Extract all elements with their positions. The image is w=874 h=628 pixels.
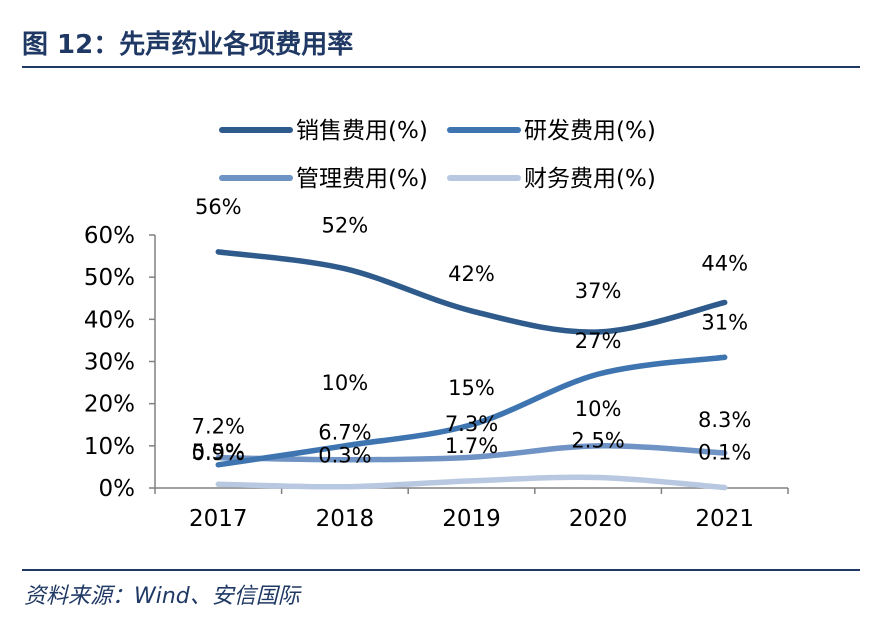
data-label: 0.9% (192, 441, 245, 465)
data-label: 6.7% (318, 421, 371, 445)
source-divider (22, 569, 860, 571)
source-note: 资料来源：Wind、安信国际 (24, 584, 300, 609)
line-chart: 0% 10% 20% 30% 40% 50% 60% 2017 2018 2019 2020 2021… (84, 118, 789, 532)
data-label: 42% (448, 262, 495, 286)
x-tick-label: 2021 (695, 506, 754, 532)
series-line (215, 474, 728, 491)
y-tick-label: 20% (84, 392, 135, 418)
data-label: 37% (575, 279, 622, 303)
data-label: 31% (701, 310, 748, 334)
y-tick-label: 30% (84, 350, 135, 376)
y-tick-label: 10% (84, 434, 135, 460)
data-label: 52% (322, 214, 369, 238)
legend-label: 财务费用(%) (524, 166, 656, 192)
x-tick-label: 2020 (569, 506, 628, 532)
data-label: 8.3% (698, 408, 751, 432)
legend-label: 研发费用(%) (524, 118, 656, 144)
figure-title: 图 12：先声药业各项费用率 (22, 30, 354, 60)
legend-label: 销售费用(%) (296, 118, 428, 144)
x-tick-label: 2019 (442, 506, 501, 532)
data-label: 5.5% (192, 440, 245, 464)
data-label: 10% (322, 371, 369, 395)
data-label: 27% (575, 329, 622, 353)
series-line (215, 249, 728, 335)
data-label: 1.7% (445, 434, 498, 458)
data-label: 56% (195, 195, 242, 219)
x-tick-label: 2018 (316, 506, 375, 532)
y-tick-label: 60% (84, 223, 135, 249)
legend-label: 管理费用(%) (296, 166, 428, 192)
data-label: 2.5% (571, 428, 624, 452)
y-tick-label: 50% (84, 265, 135, 291)
series-line (215, 354, 728, 468)
data-label: 7.2% (192, 415, 245, 439)
y-tick-label: 40% (84, 307, 135, 333)
data-label: 0.1% (698, 441, 751, 465)
y-tick-label: 0% (99, 476, 136, 502)
title-divider (22, 66, 860, 68)
data-label: 44% (701, 251, 748, 275)
data-label: 7.3% (445, 412, 498, 436)
data-label: 15% (448, 376, 495, 400)
data-label: 10% (575, 397, 622, 421)
series-line (215, 443, 728, 463)
x-tick-label: 2017 (189, 506, 248, 532)
data-label: 0.3% (318, 444, 371, 468)
